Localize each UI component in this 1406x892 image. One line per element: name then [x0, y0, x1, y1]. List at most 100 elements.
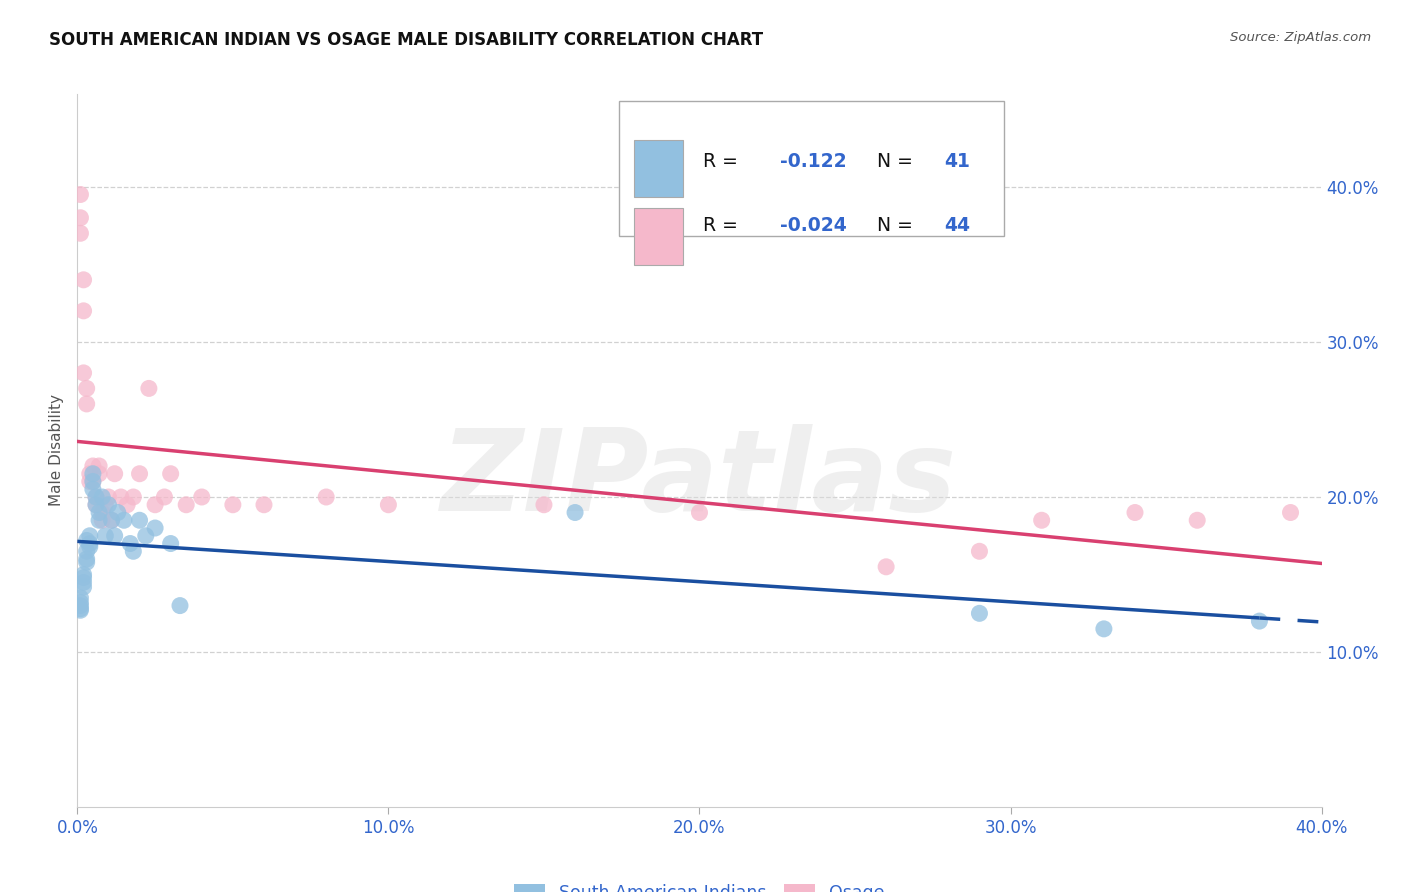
Text: 44: 44: [945, 216, 970, 235]
Text: SOUTH AMERICAN INDIAN VS OSAGE MALE DISABILITY CORRELATION CHART: SOUTH AMERICAN INDIAN VS OSAGE MALE DISA…: [49, 31, 763, 49]
Point: [174, 498, 197, 512]
Point: [84, 498, 107, 512]
Point: [76, 544, 98, 558]
Point: [69, 601, 91, 615]
Point: [82, 467, 104, 481]
Point: [143, 498, 166, 512]
Point: [97, 490, 120, 504]
Point: [82, 475, 104, 489]
Point: [969, 544, 991, 558]
Point: [1249, 614, 1271, 628]
Point: [72, 366, 94, 380]
Point: [69, 211, 91, 225]
Point: [79, 536, 101, 550]
Point: [91, 513, 114, 527]
Text: N =: N =: [877, 152, 914, 171]
Point: [377, 498, 399, 512]
Point: [1279, 506, 1302, 520]
Point: [72, 273, 94, 287]
Point: [82, 475, 104, 489]
Point: [82, 482, 104, 496]
Point: [1187, 513, 1209, 527]
Point: [72, 567, 94, 582]
Point: [315, 490, 337, 504]
Point: [82, 458, 104, 473]
Point: [91, 490, 114, 504]
Point: [253, 498, 276, 512]
Point: [169, 599, 191, 613]
Text: Source: ZipAtlas.com: Source: ZipAtlas.com: [1230, 31, 1371, 45]
Point: [76, 397, 98, 411]
Point: [159, 536, 181, 550]
Point: [100, 513, 122, 527]
Text: 41: 41: [945, 152, 970, 171]
Point: [191, 490, 214, 504]
Point: [84, 490, 107, 504]
Point: [76, 381, 98, 395]
Point: [94, 498, 117, 512]
Point: [689, 506, 711, 520]
Point: [159, 467, 181, 481]
Point: [87, 467, 110, 481]
Text: N =: N =: [877, 216, 914, 235]
Point: [135, 529, 157, 543]
Point: [94, 529, 117, 543]
Y-axis label: Male Disability: Male Disability: [49, 394, 65, 507]
Point: [128, 513, 150, 527]
Point: [969, 607, 991, 621]
Point: [79, 467, 101, 481]
Point: [128, 467, 150, 481]
Point: [222, 498, 245, 512]
FancyBboxPatch shape: [634, 208, 683, 265]
Point: [91, 506, 114, 520]
Point: [69, 603, 91, 617]
Text: R =: R =: [703, 216, 738, 235]
Point: [79, 540, 101, 554]
Point: [104, 467, 127, 481]
Point: [72, 575, 94, 590]
Point: [69, 591, 91, 605]
Point: [143, 521, 166, 535]
Point: [69, 187, 91, 202]
Point: [110, 490, 132, 504]
Point: [875, 559, 897, 574]
Point: [533, 498, 555, 512]
Point: [69, 595, 91, 609]
Point: [87, 506, 110, 520]
Point: [97, 498, 120, 512]
Text: R =: R =: [703, 152, 738, 171]
Text: -0.122: -0.122: [780, 152, 846, 171]
Point: [84, 490, 107, 504]
Point: [87, 513, 110, 527]
Text: ZIPatlas: ZIPatlas: [441, 424, 957, 534]
Point: [107, 506, 129, 520]
Point: [76, 533, 98, 548]
FancyBboxPatch shape: [619, 101, 1004, 236]
Point: [79, 475, 101, 489]
Point: [72, 580, 94, 594]
Point: [72, 571, 94, 585]
Point: [1031, 513, 1053, 527]
Point: [138, 381, 160, 395]
Point: [115, 498, 138, 512]
Point: [153, 490, 176, 504]
Point: [112, 513, 135, 527]
Point: [564, 506, 586, 520]
Text: -0.024: -0.024: [780, 216, 848, 235]
Point: [72, 303, 94, 318]
Legend: South American Indians, Osage: South American Indians, Osage: [508, 877, 891, 892]
FancyBboxPatch shape: [634, 140, 683, 197]
Point: [79, 529, 101, 543]
Point: [104, 529, 127, 543]
Point: [84, 498, 107, 512]
Point: [120, 536, 142, 550]
Point: [100, 513, 122, 527]
Point: [87, 458, 110, 473]
Point: [69, 599, 91, 613]
Point: [76, 555, 98, 569]
Point: [122, 490, 145, 504]
Point: [76, 552, 98, 566]
Point: [1123, 506, 1146, 520]
Point: [69, 227, 91, 241]
Point: [122, 544, 145, 558]
